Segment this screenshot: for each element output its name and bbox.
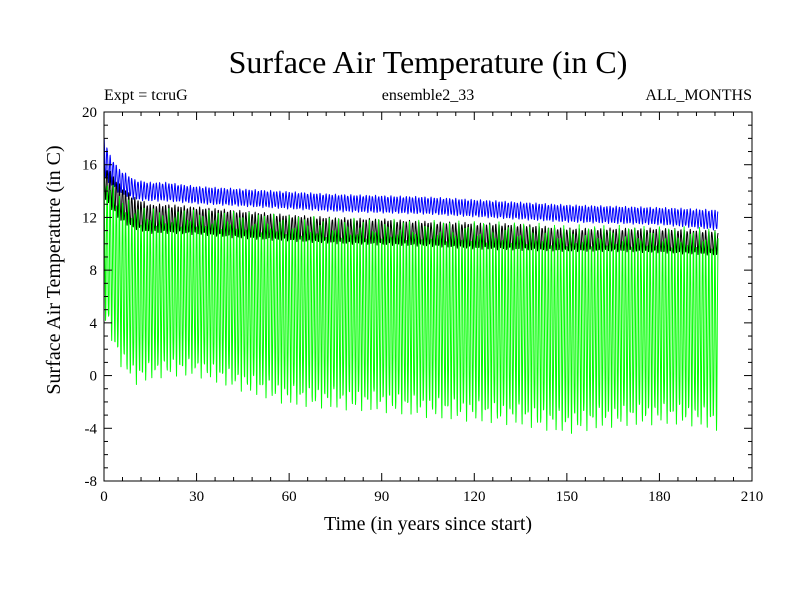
x-tick-label: 150	[556, 489, 579, 505]
subtitle-right: ALL_MONTHS	[645, 87, 752, 104]
x-tick-label: 90	[374, 489, 389, 505]
x-tick-label: 0	[100, 489, 108, 505]
y-tick-label: 0	[90, 369, 98, 385]
y-axis-label: Surface Air Temperature (in C)	[43, 145, 65, 394]
x-tick-label: 30	[189, 489, 204, 505]
x-tick-label: 210	[741, 489, 764, 505]
x-axis-label: Time (in years since start)	[324, 513, 532, 535]
plot-frame	[103, 111, 753, 482]
series-layer	[103, 138, 719, 434]
y-tick-label: 12	[82, 210, 97, 226]
x-tick-label: 180	[648, 489, 671, 505]
y-tick-label: 16	[82, 158, 98, 174]
series-line-0	[103, 138, 719, 231]
subtitle-center: ensemble2_33	[382, 87, 474, 104]
series-line-2	[103, 170, 719, 434]
y-tick-label: -4	[85, 421, 98, 437]
x-tick-label: 120	[463, 489, 486, 505]
y-tick-label: 20	[82, 105, 97, 121]
subtitle-left: Expt = tcruG	[104, 87, 188, 104]
y-tick-label: 8	[90, 263, 98, 279]
series-line-1	[103, 163, 719, 256]
y-tick-label: 4	[90, 316, 98, 332]
axes-layer: 0 30 60 90 120 150 180 210 -8 -4 0 4 8 12 16 20	[82, 105, 763, 505]
y-tick-label: -8	[85, 474, 98, 490]
chart-title: Surface Air Temperature (in C)	[229, 44, 628, 80]
x-tick-label: 60	[282, 489, 297, 505]
